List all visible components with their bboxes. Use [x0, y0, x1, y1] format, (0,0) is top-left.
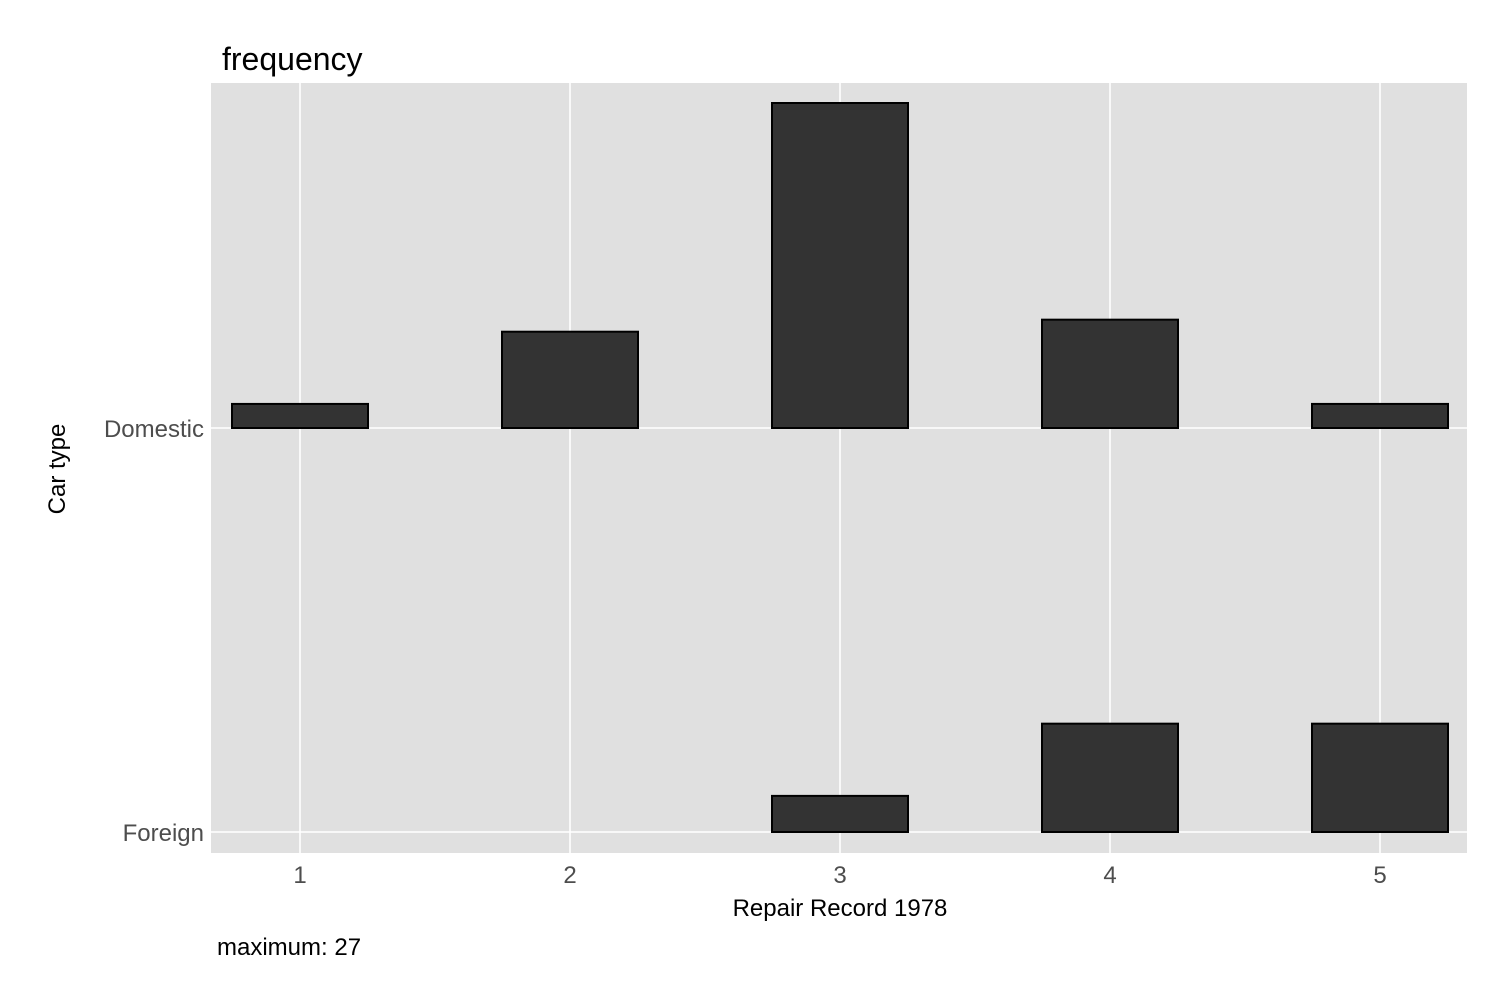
y-tick-label-foreign: Foreign	[123, 820, 204, 847]
chart-title: frequency	[222, 41, 363, 77]
bar-domestic-3	[771, 102, 909, 429]
bar-foreign-3	[771, 794, 909, 834]
bar-domestic-2	[501, 330, 639, 429]
bar-domestic-1	[231, 402, 369, 430]
bar-domestic-5	[1311, 402, 1449, 430]
caption-maximum: maximum: 27	[217, 934, 361, 961]
x-axis-title: Repair Record 1978	[733, 895, 948, 922]
y-axis-ticks: Domestic Foreign	[104, 416, 204, 847]
bar-domestic-4	[1041, 318, 1179, 429]
x-tick-label-2: 2	[563, 862, 576, 889]
bar-foreign-4	[1041, 722, 1179, 834]
x-tick-label-4: 4	[1103, 862, 1116, 889]
x-axis-ticks: 1 2 3 4 5	[293, 862, 1386, 889]
y-tick-label-domestic: Domestic	[104, 416, 204, 443]
x-tick-label-1: 1	[293, 862, 306, 889]
y-axis-title: Car type	[44, 424, 71, 515]
x-tick-label-3: 3	[833, 862, 846, 889]
bar-foreign-5	[1311, 722, 1449, 834]
bars	[231, 102, 1449, 834]
x-tick-label-5: 5	[1373, 862, 1386, 889]
